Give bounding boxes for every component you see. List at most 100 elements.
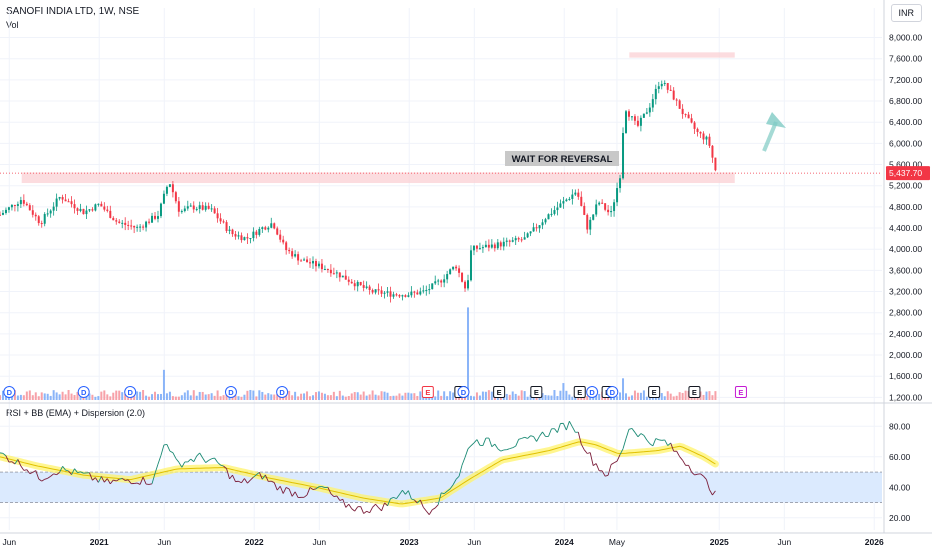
candle-body <box>449 269 452 275</box>
volume-bar <box>103 390 106 400</box>
candle-body <box>499 242 502 247</box>
rsi-line-segment <box>95 477 99 483</box>
candle-body <box>669 89 672 91</box>
price-tick-label: 6,400.00 <box>889 117 922 127</box>
rsi-line-segment <box>178 461 183 468</box>
rsi-line-segment <box>622 438 627 449</box>
rsi-line-segment <box>625 429 630 439</box>
volume-bar <box>520 390 523 400</box>
rsi-line-segment <box>595 463 600 471</box>
currency-button[interactable]: INR <box>890 4 922 22</box>
rsi-line-segment <box>348 503 353 510</box>
rsi-line-segment <box>557 423 561 433</box>
candle-body <box>550 213 553 215</box>
rsi-line-segment <box>92 477 96 481</box>
event-marker-label: E <box>652 388 657 397</box>
volume-bar <box>553 390 556 400</box>
rsi-line-segment <box>53 473 57 476</box>
grid <box>0 8 882 530</box>
candle-body <box>374 289 377 293</box>
volume-bar <box>240 396 243 400</box>
rsi-line-segment <box>372 503 376 508</box>
volume-bar <box>365 395 368 400</box>
volume-bar <box>434 396 437 400</box>
rsi-line-segment <box>342 499 347 508</box>
candle-body <box>377 289 380 291</box>
candle-body <box>243 237 246 241</box>
candle-body <box>529 231 532 234</box>
candle-body <box>180 211 183 213</box>
rsi-line-segment <box>47 475 51 479</box>
event-marker-label: E <box>425 388 430 397</box>
candle-body <box>31 210 34 215</box>
volume-bar <box>672 396 675 400</box>
rsi-line-segment <box>247 479 251 484</box>
volume-bar <box>195 395 198 400</box>
rsi-line-segment <box>136 482 141 485</box>
candle-body <box>535 227 538 229</box>
volume-bar <box>407 392 410 400</box>
candle-body <box>219 218 222 222</box>
rsi-line-segment <box>432 507 436 511</box>
rsi-line-segment <box>264 474 269 482</box>
candle-body <box>124 222 127 225</box>
candle-body <box>651 99 654 108</box>
volume-bar <box>228 396 231 400</box>
candle-body <box>204 205 207 210</box>
candle-body <box>604 203 607 210</box>
candle-body <box>252 231 255 239</box>
rsi-line-segment <box>151 473 156 484</box>
candle-body <box>216 213 219 219</box>
candle-body <box>353 283 356 287</box>
rsi-line-segment <box>562 423 567 431</box>
candle-body <box>332 273 335 275</box>
volume-bar <box>16 395 19 400</box>
candle-body <box>547 214 550 220</box>
rsi-line-segment <box>476 439 481 446</box>
volume-bar <box>684 390 687 400</box>
candle-body <box>538 225 541 229</box>
earnings-marker <box>493 386 506 398</box>
volume-bar <box>139 391 142 400</box>
event-marker-label: D <box>610 388 616 397</box>
volume-bar <box>237 396 240 400</box>
rsi-line-segment <box>327 487 332 494</box>
rsi-line-segment <box>285 487 290 490</box>
rsi-line-segment <box>276 485 281 491</box>
rsi-line-segment <box>14 459 19 465</box>
price-tick-label: 2,000.00 <box>889 350 922 360</box>
candle-body <box>398 295 401 297</box>
volume-bar <box>624 393 627 400</box>
candle-body <box>279 234 282 240</box>
volume-bar <box>1 390 4 400</box>
volume-bar <box>544 395 547 400</box>
rsi-line-segment <box>631 428 636 433</box>
rsi-line-segment <box>50 473 54 477</box>
rsi-line-segment <box>199 452 204 459</box>
rsi-line-segment <box>709 489 713 496</box>
candle-body <box>112 217 115 221</box>
volume-bar <box>416 395 419 400</box>
rsi-line-segment <box>339 498 343 501</box>
rsi-line-segment <box>539 431 543 437</box>
candle-body <box>639 117 642 126</box>
rsi-line-segment <box>148 483 153 485</box>
volume-bar <box>198 391 201 400</box>
volume-bar <box>168 391 171 400</box>
volume-bar <box>219 396 222 400</box>
rsi-line-segment <box>97 476 102 483</box>
candle-body <box>714 157 717 171</box>
rsi-line-segment <box>181 461 186 468</box>
volume-bar <box>467 307 470 400</box>
candle-body <box>630 116 633 118</box>
rsi-line-segment <box>74 468 78 473</box>
event-marker-label: D <box>461 388 467 397</box>
candle-body <box>1 212 4 215</box>
rsi-line-segment <box>175 458 180 463</box>
candle-body <box>496 242 499 249</box>
candle-body <box>174 192 177 202</box>
reversal-arrow-head <box>766 112 786 128</box>
rsi-line-segment <box>29 471 33 475</box>
candle-body <box>320 263 323 270</box>
